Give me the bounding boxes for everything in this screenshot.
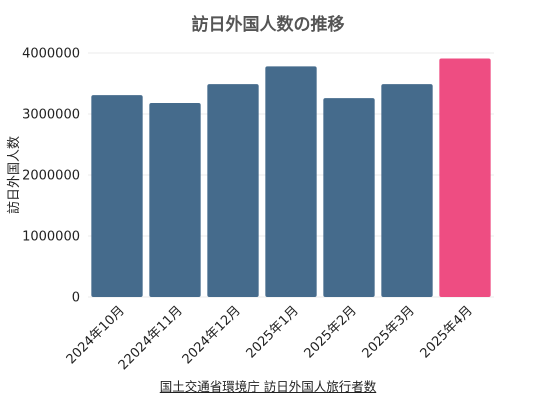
x-tick-label: 2025年3月 xyxy=(360,303,418,361)
bar[interactable] xyxy=(207,84,259,297)
y-tick-label: 1000000 xyxy=(22,230,80,245)
y-tick-label: 3000000 xyxy=(22,108,80,123)
bar[interactable] xyxy=(91,95,143,297)
y-tick-label: 4000000 xyxy=(22,47,80,62)
x-tick-label: 2024年12月 xyxy=(180,303,244,367)
bar[interactable] xyxy=(323,98,375,297)
bar[interactable] xyxy=(149,103,201,298)
x-tick-label: 2025年4月 xyxy=(418,303,476,361)
bar[interactable] xyxy=(381,84,433,297)
chart-title: 訪日外国人数の推移 xyxy=(191,15,345,35)
x-tick-label: 2025年1月 xyxy=(244,303,302,361)
bar[interactable] xyxy=(439,58,491,297)
source-link[interactable]: 国土交通省環境庁 訪日外国人旅行者数 xyxy=(159,379,377,394)
y-axis-label: 訪日外国人数 xyxy=(6,136,22,214)
x-tick-label: 2024年10月 xyxy=(64,303,128,367)
x-tick-label: 2025年2月 xyxy=(302,303,360,361)
y-tick-label: 2000000 xyxy=(22,169,80,184)
bar[interactable] xyxy=(265,66,317,297)
y-tick-label: 0 xyxy=(72,291,80,306)
